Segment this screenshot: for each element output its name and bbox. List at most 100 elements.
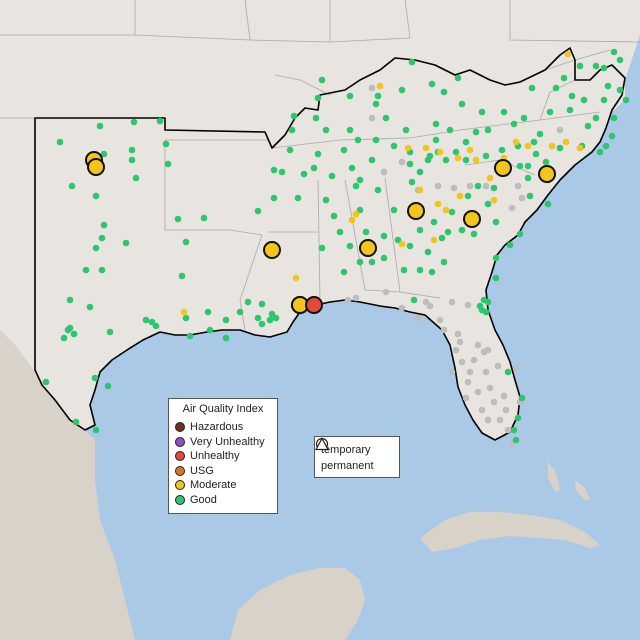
monitor-small-good[interactable] — [484, 126, 492, 134]
monitor-small-moderate[interactable] — [430, 236, 438, 244]
monitor-temporary-moderate[interactable] — [359, 239, 377, 257]
monitor-small-good[interactable] — [346, 92, 354, 100]
monitor-small-nodata[interactable] — [456, 338, 464, 346]
monitor-small-good[interactable] — [374, 186, 382, 194]
monitor-small-nodata[interactable] — [440, 326, 448, 334]
monitor-small-good[interactable] — [546, 108, 554, 116]
monitor-small-moderate[interactable] — [562, 138, 570, 146]
monitor-small-good[interactable] — [258, 300, 266, 308]
monitor-small-nodata[interactable] — [462, 394, 470, 402]
monitor-small-good[interactable] — [394, 236, 402, 244]
monitor-small-good[interactable] — [462, 156, 470, 164]
monitor-small-good[interactable] — [336, 228, 344, 236]
monitor-small-good[interactable] — [200, 214, 208, 222]
monitor-small-good[interactable] — [406, 160, 414, 168]
monitor-small-good[interactable] — [536, 130, 544, 138]
monitor-small-nodata[interactable] — [448, 368, 456, 376]
monitor-small-good[interactable] — [438, 234, 446, 242]
monitor-small-good[interactable] — [398, 86, 406, 94]
monitor-small-good[interactable] — [406, 242, 414, 250]
monitor-small-good[interactable] — [470, 230, 478, 238]
monitor-small-good[interactable] — [504, 368, 512, 376]
monitor-small-good[interactable] — [390, 206, 398, 214]
monitor-small-good[interactable] — [270, 194, 278, 202]
monitor-small-nodata[interactable] — [452, 346, 460, 354]
monitor-small-moderate[interactable] — [442, 206, 450, 214]
monitor-small-good[interactable] — [258, 320, 266, 328]
monitor-small-good[interactable] — [596, 148, 604, 156]
monitor-small-good[interactable] — [356, 258, 364, 266]
monitor-small-good[interactable] — [544, 200, 552, 208]
monitor-small-good[interactable] — [372, 136, 380, 144]
monitor-small-moderate[interactable] — [454, 154, 462, 162]
monitor-small-nodata[interactable] — [474, 341, 482, 349]
monitor-small-good[interactable] — [454, 74, 462, 82]
monitor-small-good[interactable] — [592, 62, 600, 70]
monitor-small-good[interactable] — [622, 96, 630, 104]
monitor-small-good[interactable] — [254, 314, 262, 322]
monitor-small-good[interactable] — [100, 221, 108, 229]
monitor-small-nodata[interactable] — [368, 114, 376, 122]
monitor-temporary-moderate[interactable] — [494, 159, 512, 177]
monitor-small-good[interactable] — [92, 192, 100, 200]
monitor-small-good[interactable] — [484, 298, 492, 306]
monitor-temporary-moderate[interactable] — [463, 210, 481, 228]
monitor-small-good[interactable] — [66, 296, 74, 304]
monitor-small-moderate[interactable] — [486, 174, 494, 182]
monitor-small-moderate[interactable] — [524, 142, 532, 150]
monitor-small-good[interactable] — [222, 334, 230, 342]
monitor-small-good[interactable] — [294, 194, 302, 202]
monitor-small-good[interactable] — [206, 326, 214, 334]
monitor-small-good[interactable] — [440, 88, 448, 96]
monitor-small-nodata[interactable] — [454, 330, 462, 338]
monitor-small-nodata[interactable] — [426, 302, 434, 310]
monitor-small-good[interactable] — [66, 324, 74, 332]
monitor-small-good[interactable] — [428, 268, 436, 276]
monitor-small-moderate[interactable] — [422, 144, 430, 152]
monitor-small-good[interactable] — [106, 328, 114, 336]
monitor-small-good[interactable] — [600, 64, 608, 72]
monitor-small-good[interactable] — [474, 182, 482, 190]
monitor-small-good[interactable] — [156, 117, 164, 125]
monitor-small-good[interactable] — [382, 114, 390, 122]
monitor-small-good[interactable] — [330, 212, 338, 220]
monitor-small-good[interactable] — [542, 158, 550, 166]
monitor-small-good[interactable] — [580, 96, 588, 104]
monitor-small-good[interactable] — [514, 414, 522, 422]
monitor-small-good[interactable] — [464, 192, 472, 200]
monitor-small-moderate[interactable] — [352, 210, 360, 218]
monitor-small-good[interactable] — [510, 120, 518, 128]
monitor-small-good[interactable] — [472, 128, 480, 136]
monitor-small-good[interactable] — [312, 114, 320, 122]
monitor-small-good[interactable] — [152, 322, 160, 330]
monitor-small-good[interactable] — [60, 334, 68, 342]
monitor-small-nodata[interactable] — [482, 368, 490, 376]
monitor-small-good[interactable] — [610, 48, 618, 56]
monitor-small-good[interactable] — [322, 126, 330, 134]
monitor-small-moderate[interactable] — [348, 216, 356, 224]
monitor-small-good[interactable] — [408, 58, 416, 66]
monitor-small-moderate[interactable] — [576, 144, 584, 152]
monitor-small-good[interactable] — [410, 296, 418, 304]
monitor-small-good[interactable] — [372, 100, 380, 108]
monitor-small-good[interactable] — [56, 138, 64, 146]
monitor-small-good[interactable] — [204, 308, 212, 316]
monitor-small-good[interactable] — [348, 164, 356, 172]
monitor-small-moderate[interactable] — [434, 200, 442, 208]
monitor-small-good[interactable] — [148, 318, 156, 326]
monitor-small-good[interactable] — [268, 310, 276, 318]
monitor-small-good[interactable] — [484, 200, 492, 208]
monitor-small-good[interactable] — [100, 150, 108, 158]
monitor-small-good[interactable] — [130, 118, 138, 126]
monitor-small-good[interactable] — [492, 218, 500, 226]
monitor-small-good[interactable] — [380, 232, 388, 240]
monitor-small-good[interactable] — [566, 106, 574, 114]
monitor-small-good[interactable] — [346, 126, 354, 134]
monitor-small-good[interactable] — [516, 230, 524, 238]
monitor-temporary-unhealthy[interactable] — [305, 296, 323, 314]
monitor-small-moderate[interactable] — [376, 82, 384, 90]
monitor-small-good[interactable] — [104, 382, 112, 390]
monitor-small-good[interactable] — [424, 248, 432, 256]
monitor-small-good[interactable] — [182, 238, 190, 246]
monitor-small-nodata[interactable] — [486, 384, 494, 392]
